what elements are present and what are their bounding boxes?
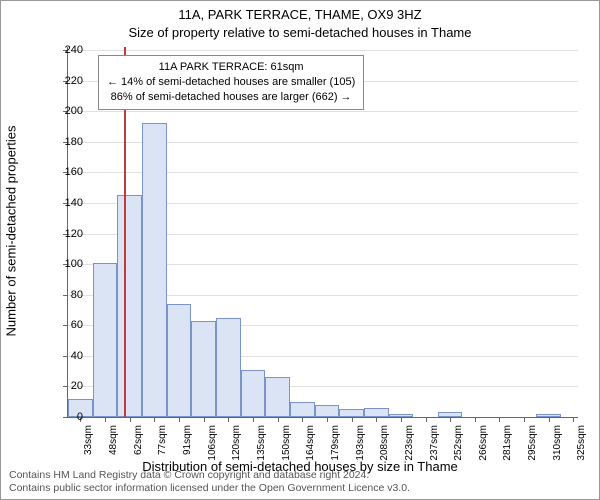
x-tick-mark xyxy=(376,417,377,422)
x-tick-label: 62sqm xyxy=(133,425,144,475)
plot-area: 11A PARK TERRACE: 61sqm← 14% of semi-det… xyxy=(67,47,578,418)
chart-frame: 11A, PARK TERRACE, THAME, OX9 3HZ Size o… xyxy=(0,0,600,500)
y-tick-label: 180 xyxy=(43,136,83,148)
x-tick-label: 295sqm xyxy=(527,425,538,475)
x-tick-label: 325sqm xyxy=(576,425,587,475)
annotation-line: 86% of semi-detached houses are larger (… xyxy=(107,90,355,105)
x-tick-mark xyxy=(426,417,427,422)
gridline xyxy=(68,50,578,51)
x-tick-mark xyxy=(302,417,303,422)
x-tick-mark xyxy=(204,417,205,422)
x-tick-label: 150sqm xyxy=(281,425,292,475)
y-tick-label: 140 xyxy=(43,197,83,209)
histogram-bar xyxy=(339,409,364,417)
x-tick-label: 237sqm xyxy=(429,425,440,475)
annotation-line: 11A PARK TERRACE: 61sqm xyxy=(107,60,355,75)
histogram-bar xyxy=(216,318,241,417)
x-tick-mark xyxy=(573,417,574,422)
x-tick-mark xyxy=(352,417,353,422)
x-tick-mark xyxy=(253,417,254,422)
x-tick-label: 266sqm xyxy=(478,425,489,475)
x-tick-label: 77sqm xyxy=(157,425,168,475)
x-tick-mark xyxy=(105,417,106,422)
annotation-box: 11A PARK TERRACE: 61sqm← 14% of semi-det… xyxy=(98,55,364,110)
chart-title: 11A, PARK TERRACE, THAME, OX9 3HZ xyxy=(1,7,599,22)
x-tick-mark xyxy=(475,417,476,422)
x-tick-label: 179sqm xyxy=(330,425,341,475)
x-tick-mark xyxy=(154,417,155,422)
x-tick-mark xyxy=(179,417,180,422)
x-tick-mark xyxy=(524,417,525,422)
annotation-line: ← 14% of semi-detached houses are smalle… xyxy=(107,75,355,90)
x-tick-label: 281sqm xyxy=(502,425,513,475)
histogram-bar xyxy=(265,377,290,417)
y-tick-label: 0 xyxy=(43,411,83,423)
x-tick-mark xyxy=(278,417,279,422)
y-tick-label: 60 xyxy=(43,319,83,331)
x-tick-label: 223sqm xyxy=(404,425,415,475)
y-tick-label: 160 xyxy=(43,166,83,178)
x-tick-label: 193sqm xyxy=(355,425,366,475)
gridline xyxy=(68,111,578,112)
x-tick-mark xyxy=(228,417,229,422)
y-tick-label: 20 xyxy=(43,380,83,392)
chart-subtitle: Size of property relative to semi-detach… xyxy=(1,25,599,40)
histogram-bar xyxy=(93,263,118,417)
y-tick-label: 240 xyxy=(43,44,83,56)
y-tick-label: 220 xyxy=(43,75,83,87)
y-tick-label: 200 xyxy=(43,105,83,117)
x-tick-mark xyxy=(499,417,500,422)
histogram-bar xyxy=(241,370,266,417)
x-tick-label: 91sqm xyxy=(182,425,193,475)
x-tick-label: 120sqm xyxy=(231,425,242,475)
footer-line-2: Contains public sector information licen… xyxy=(9,482,410,495)
y-axis-label: Number of semi-detached properties xyxy=(4,126,19,337)
x-tick-mark xyxy=(549,417,550,422)
x-tick-label: 164sqm xyxy=(305,425,316,475)
y-tick-label: 40 xyxy=(43,350,83,362)
histogram-bar xyxy=(290,402,315,417)
y-tick-label: 80 xyxy=(43,289,83,301)
histogram-bar xyxy=(191,321,216,417)
x-tick-label: 48sqm xyxy=(108,425,119,475)
histogram-bar xyxy=(142,123,167,417)
x-tick-label: 310sqm xyxy=(552,425,563,475)
x-tick-label: 106sqm xyxy=(207,425,218,475)
histogram-bar xyxy=(315,405,340,417)
x-tick-label: 252sqm xyxy=(453,425,464,475)
histogram-bar xyxy=(167,304,192,417)
x-tick-mark xyxy=(401,417,402,422)
x-tick-label: 208sqm xyxy=(379,425,390,475)
x-tick-mark xyxy=(327,417,328,422)
histogram-bar xyxy=(117,195,142,417)
x-tick-mark xyxy=(450,417,451,422)
histogram-bar xyxy=(364,408,389,417)
y-tick-label: 100 xyxy=(43,258,83,270)
x-tick-mark xyxy=(130,417,131,422)
y-tick-label: 120 xyxy=(43,228,83,240)
x-tick-label: 135sqm xyxy=(256,425,267,475)
x-tick-label: 33sqm xyxy=(83,425,94,475)
